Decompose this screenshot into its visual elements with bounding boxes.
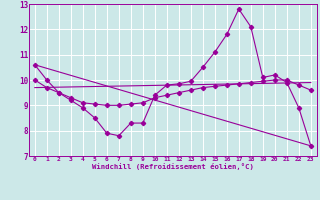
X-axis label: Windchill (Refroidissement éolien,°C): Windchill (Refroidissement éolien,°C) [92, 163, 254, 170]
